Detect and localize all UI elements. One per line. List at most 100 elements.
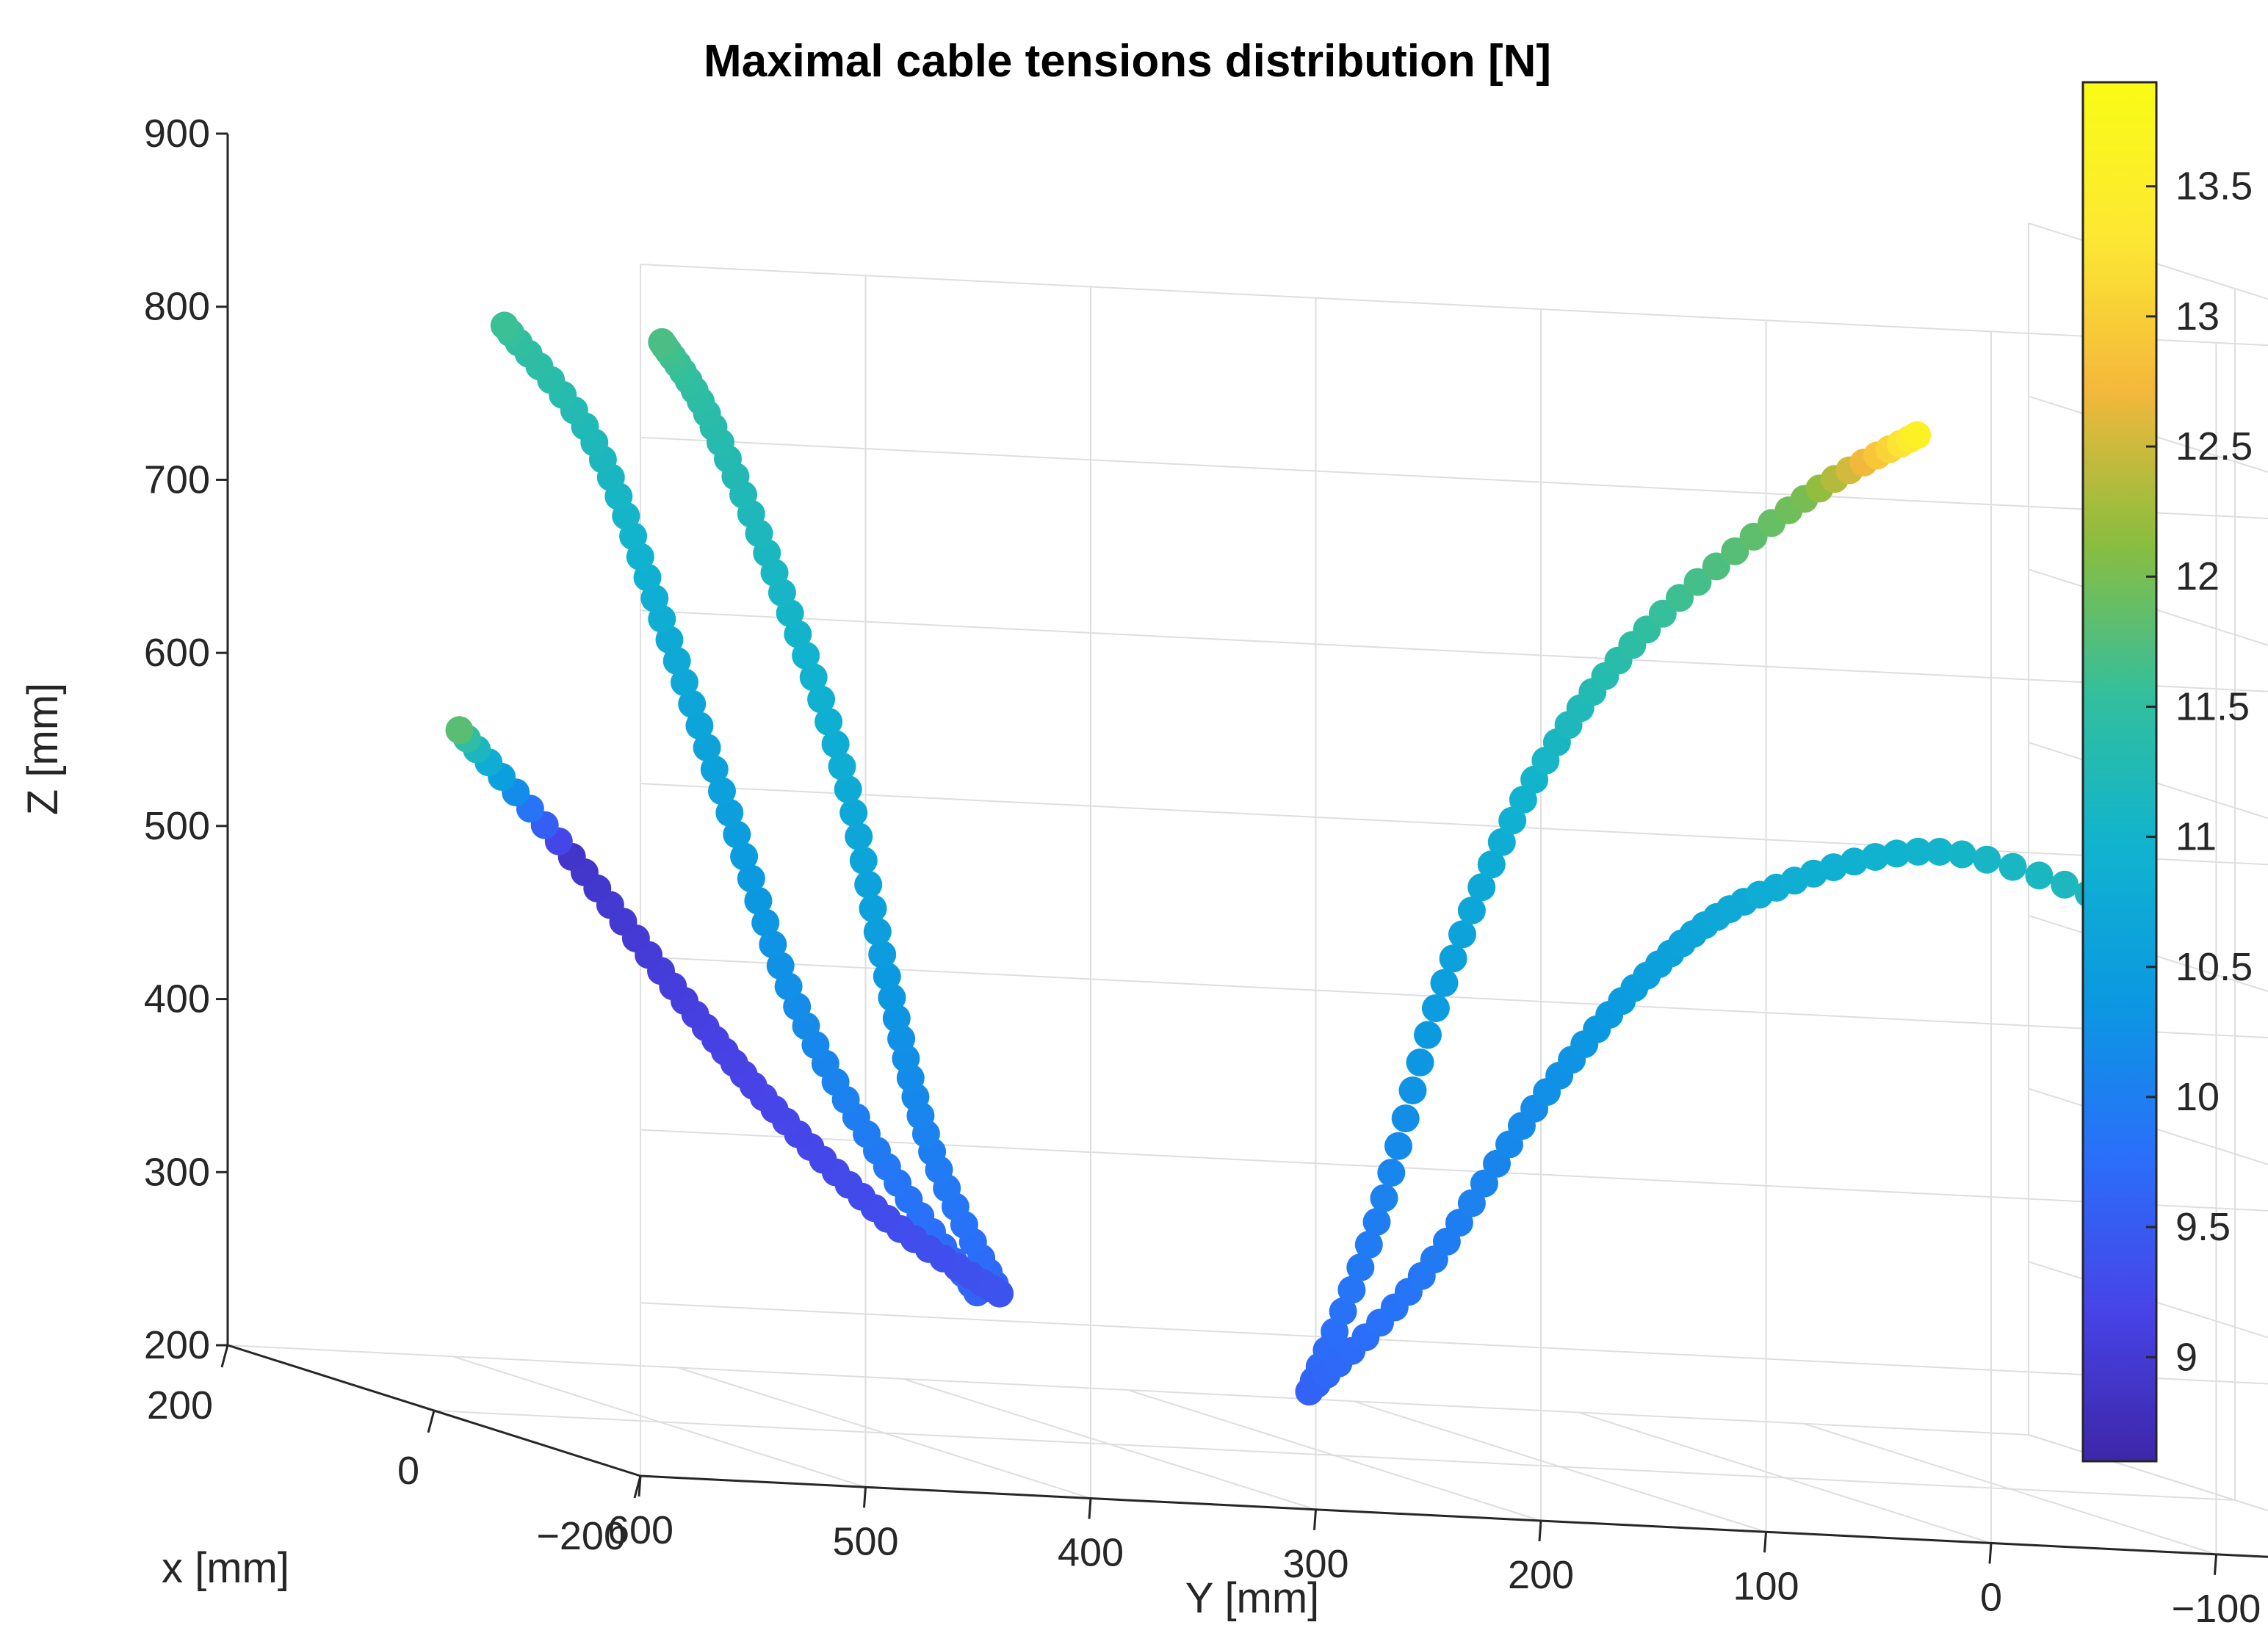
data-point: [878, 983, 906, 1012]
x-tick: [633, 1475, 642, 1499]
data-point: [1430, 969, 1459, 997]
z-tick-label: 500: [144, 804, 210, 848]
data-point: [1354, 1231, 1383, 1259]
z-tick-label: 800: [144, 285, 210, 329]
colorbar-tick-label: 10: [2175, 1075, 2220, 1119]
colorbar-tick-label: 12.5: [2175, 424, 2253, 468]
z-tick-label: 400: [144, 977, 210, 1021]
data-point: [1439, 944, 1467, 973]
x-axis-label: x [mm]: [162, 1544, 289, 1592]
data-point: [1329, 1297, 1357, 1325]
back-wall-gridline: [640, 436, 2268, 519]
data-point: [834, 775, 862, 803]
data-point: [1414, 1021, 1442, 1049]
data-point: [1370, 1184, 1398, 1212]
z-tick-label: 300: [144, 1150, 210, 1194]
data-point: [1391, 1104, 1420, 1133]
x-tick-label: 200: [147, 1383, 213, 1427]
colorbar-tick-label: 9: [2175, 1335, 2197, 1379]
data-point: [868, 940, 897, 969]
data-point: [1904, 837, 1932, 866]
data-point: [1973, 845, 2001, 874]
floor-gridline: [433, 1410, 2236, 1501]
y-tick-label: −100: [2172, 1587, 2261, 1631]
colorbar-gradient: [2081, 81, 2158, 1463]
y-tick: [1313, 1509, 1317, 1530]
back-wall-gridline: [640, 609, 2268, 692]
data-point: [730, 842, 759, 871]
data-point: [1477, 850, 1506, 879]
colorbar-tick-label: 11.5: [2175, 684, 2250, 728]
y-tick-label: 400: [1058, 1531, 1124, 1575]
data-point: [815, 707, 843, 736]
scatter-points: [445, 311, 2156, 1406]
back-wall-gridline: [640, 1302, 2268, 1385]
z-tick-label: 700: [144, 457, 210, 502]
data-point: [1903, 421, 1932, 449]
z-tick-label: 600: [144, 631, 210, 675]
data-point: [821, 730, 850, 759]
data-point: [723, 820, 751, 849]
chart-title: Maximal cable tensions distribution [N]: [704, 36, 1551, 87]
data-point: [490, 311, 519, 340]
data-point: [662, 647, 691, 676]
data-point: [1377, 1159, 1406, 1187]
data-point: [1683, 568, 1712, 596]
data-point: [792, 641, 820, 670]
data-point: [1362, 1208, 1391, 1236]
y-tick: [1538, 1520, 1542, 1542]
data-point: [1925, 838, 1954, 866]
data-point: [648, 327, 676, 356]
data-point: [845, 822, 873, 851]
series-trajectory-5: [445, 716, 1014, 1308]
x-tick: [220, 1344, 229, 1368]
y-tick-label: 600: [607, 1508, 673, 1552]
back-wall-gridline: [640, 264, 2268, 347]
z-axis-label: Z [mm]: [19, 683, 67, 815]
series-trajectory-1: [490, 311, 992, 1307]
y-tick-label: 200: [1508, 1553, 1574, 1597]
data-point: [1406, 1048, 1434, 1076]
data-point: [1421, 994, 1450, 1023]
data-point: [807, 685, 836, 714]
data-point: [1948, 840, 1976, 869]
y-tick: [1088, 1498, 1092, 1519]
data-point: [873, 962, 901, 991]
data-point: [1346, 1253, 1375, 1282]
y-tick: [1763, 1532, 1767, 1553]
z-tick-label: 900: [144, 112, 210, 156]
y-tick-label: 100: [1733, 1564, 1799, 1608]
series-trajectory-3: [1295, 421, 1932, 1406]
data-point: [693, 734, 721, 762]
x-tick-label: −200: [536, 1514, 626, 1558]
z-tick-label: 200: [144, 1323, 210, 1367]
data-point: [708, 777, 736, 806]
y-tick: [1988, 1543, 1993, 1564]
data-point: [1487, 828, 1516, 856]
data-point: [828, 752, 856, 781]
data-point: [849, 846, 878, 875]
data-point: [678, 689, 707, 718]
y-tick-label: 300: [1282, 1542, 1348, 1586]
y-axis-label: Y [mm]: [1185, 1574, 1320, 1622]
data-point: [1337, 1275, 1366, 1304]
data-point: [1861, 843, 1890, 871]
data-point: [1666, 584, 1694, 612]
data-point: [863, 917, 892, 946]
data-point: [1840, 847, 1868, 876]
floor-gridline: [227, 1344, 2029, 1436]
data-point: [737, 864, 765, 893]
data-point: [1882, 839, 1911, 868]
colorbar-tick-label: 13.5: [2175, 164, 2253, 209]
colorbar-tick-label: 13: [2175, 294, 2220, 339]
data-point: [1467, 873, 1496, 902]
data-point: [759, 930, 787, 959]
y-tick-label: 500: [832, 1519, 898, 1563]
data-point: [766, 952, 795, 980]
data-point: [671, 668, 698, 697]
colorbar-tick-label: 12: [2175, 554, 2220, 598]
data-point: [751, 908, 780, 937]
data-point: [854, 870, 883, 899]
y-tick: [863, 1487, 867, 1508]
